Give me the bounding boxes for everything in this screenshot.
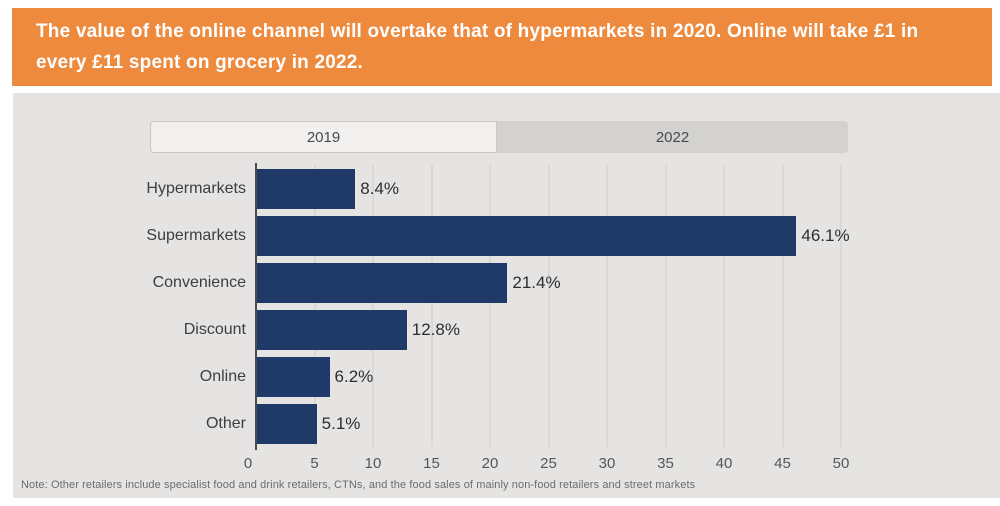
year-tabs: 2019 2022 [150,121,848,153]
x-tick-label: 45 [774,455,791,472]
value-label: 5.1% [321,413,361,433]
x-tick-label: 5 [310,455,319,472]
chart-panel: 2019 2022 8.4% 46.1% 21.4% 12.8% 6.2% 5.1% Hy… [13,93,1000,498]
gridline [489,165,491,447]
category-label: Hypermarkets [146,179,246,197]
footnote: Note: Other retailers include specialist… [21,479,696,491]
category-label: Supermarkets [146,226,246,244]
x-tick-label: 50 [832,455,850,472]
bar-hypermarkets [257,168,356,209]
bar-discount [257,309,407,350]
y-axis-line [255,163,257,450]
value-label: 46.1% [801,225,850,245]
bar-other [257,403,317,444]
category-label: Online [199,367,246,385]
category-label: Other [205,414,246,432]
gridline [372,165,374,447]
x-tick-label: 25 [540,455,557,472]
bar-supermarkets [257,215,797,256]
tab-2019[interactable]: 2019 [150,121,497,153]
x-tick-label: 30 [598,455,616,472]
bar-convenience [257,262,508,303]
bar-online [257,356,330,397]
x-tick-label: 40 [715,455,733,472]
x-tick-label: 20 [481,455,499,472]
gridline [840,165,842,447]
header-banner: The value of the online channel will ove… [12,8,992,86]
category-label: Convenience [152,273,246,291]
bar-chart-plot: 8.4% 46.1% 21.4% 12.8% 6.2% 5.1% [255,163,850,450]
x-tick-label: 35 [657,455,674,472]
category-label: Discount [183,320,246,338]
value-label: 21.4% [512,272,561,292]
x-tick-label: 0 [243,455,253,472]
banner-text: The value of the online channel will ove… [36,21,919,73]
gridline [723,165,725,447]
gridline [606,165,608,447]
tab-2022-label: 2022 [655,128,690,146]
gridline [781,165,784,447]
value-label: 12.8% [411,319,460,339]
gridline [664,165,667,447]
x-tick-label: 15 [423,455,440,472]
x-tick-label: 10 [364,455,382,472]
value-label: 8.4% [360,178,400,198]
tab-2022[interactable]: 2022 [497,121,848,153]
gridline [547,165,550,447]
tab-2019-label: 2019 [306,128,341,146]
gridline [430,165,433,447]
gridline [313,165,316,447]
value-label: 6.2% [334,366,374,386]
